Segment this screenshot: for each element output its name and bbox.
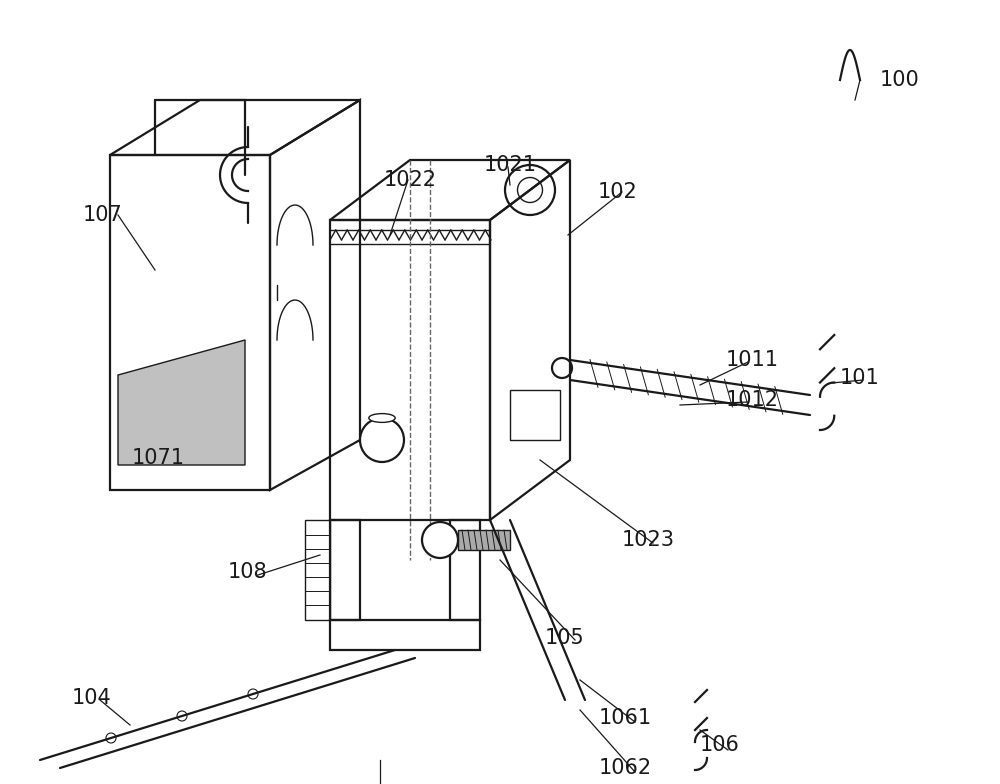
Polygon shape xyxy=(118,340,245,465)
Ellipse shape xyxy=(369,414,395,423)
Text: 1022: 1022 xyxy=(384,170,436,190)
Text: 1061: 1061 xyxy=(598,708,652,728)
Text: 1023: 1023 xyxy=(622,530,674,550)
Text: 107: 107 xyxy=(83,205,123,225)
Polygon shape xyxy=(458,530,510,550)
Text: 1021: 1021 xyxy=(484,155,536,175)
Text: 100: 100 xyxy=(880,70,920,90)
Text: 1011: 1011 xyxy=(726,350,778,370)
Text: 106: 106 xyxy=(700,735,740,755)
Text: 105: 105 xyxy=(545,628,585,648)
Circle shape xyxy=(360,418,404,462)
Text: 101: 101 xyxy=(840,368,880,388)
Text: 1071: 1071 xyxy=(132,448,184,468)
Text: 108: 108 xyxy=(228,562,268,582)
Text: 1012: 1012 xyxy=(726,390,778,410)
Text: 102: 102 xyxy=(598,182,638,202)
Circle shape xyxy=(422,522,458,558)
Text: 104: 104 xyxy=(72,688,112,708)
Text: 1062: 1062 xyxy=(598,758,652,778)
